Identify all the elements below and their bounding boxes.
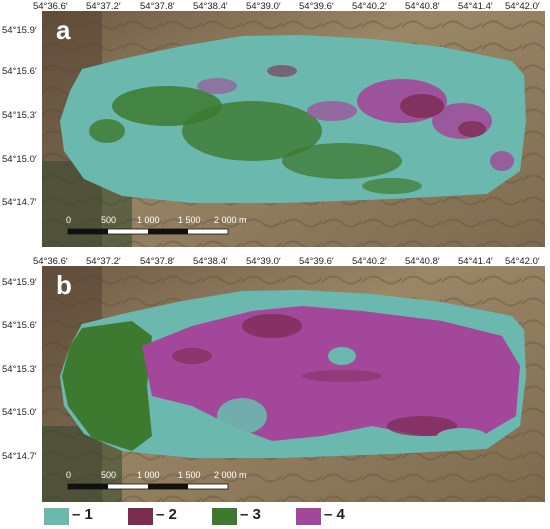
legend-label: – 2 <box>156 506 177 523</box>
class-3-patches-a <box>89 86 422 194</box>
scale-bar-a <box>67 228 229 235</box>
lon-label: 54°41.4′ <box>458 256 493 267</box>
lat-label: 54°15.3′ <box>2 110 37 121</box>
scale-label: 2 000 m <box>214 470 247 480</box>
lon-label: 54°37.2′ <box>86 256 121 267</box>
legend-swatch <box>212 508 237 525</box>
lat-label: 54°15.0′ <box>2 407 37 418</box>
lon-label: 54°42.0′ <box>505 256 540 267</box>
lon-label: 54°40.2′ <box>352 1 387 12</box>
scale-label: 1 500 <box>178 215 201 225</box>
scale-label: 0 <box>66 470 72 480</box>
lon-label: 54°42.0′ <box>505 1 540 12</box>
legend-label: – 3 <box>240 506 261 523</box>
class-2-patches-a <box>267 65 486 137</box>
lon-label: 54°39.0′ <box>246 1 281 12</box>
legend-swatch <box>296 508 321 525</box>
legend-label: – 4 <box>324 506 345 523</box>
class-3-region-b <box>62 321 152 451</box>
lon-label: 54°40.8′ <box>405 256 440 267</box>
lon-label: 54°36.6′ <box>33 256 68 267</box>
scale-label: 0 <box>66 215 72 225</box>
lat-label: 54°14.7′ <box>2 197 37 208</box>
class-2-patches-b <box>172 314 457 436</box>
lon-label: 54°37.8′ <box>140 1 175 12</box>
lon-label: 54°37.2′ <box>86 1 121 12</box>
legend-label: – 1 <box>72 506 93 523</box>
lon-label: 54°37.8′ <box>140 256 175 267</box>
scale-bar-b <box>67 483 229 490</box>
lon-label: 54°41.4′ <box>458 1 493 12</box>
lat-label: 54°15.3′ <box>2 364 37 375</box>
lon-label: 54°39.0′ <box>246 256 281 267</box>
lon-label: 54°38.4′ <box>193 1 228 12</box>
lon-label: 54°39.6′ <box>299 256 334 267</box>
lat-label: 54°15.6′ <box>2 320 37 331</box>
scale-label: 1 500 <box>178 470 201 480</box>
scale-label: 500 <box>101 215 117 225</box>
map-b-svg <box>42 266 545 502</box>
panel-label-b: b <box>56 270 72 300</box>
legend-swatch <box>44 508 69 525</box>
lat-label: 54°14.7′ <box>2 451 37 462</box>
scale-label: 1 000 <box>137 215 160 225</box>
lat-label: 54°15.9′ <box>2 25 37 36</box>
map-panel-b: b 0 500 1 000 1 500 2 000 m <box>42 266 545 502</box>
legend: – 1 – 2 – 3 – 4 <box>0 503 550 527</box>
map-panel-a: a 0 500 1 000 1 500 2 000 m <box>42 11 545 247</box>
lat-label: 54°15.9′ <box>2 277 37 288</box>
legend-swatch <box>128 508 153 525</box>
scale-label: 1 000 <box>137 470 160 480</box>
scale-label: 500 <box>101 470 117 480</box>
lat-label: 54°15.0′ <box>2 154 37 165</box>
lat-label: 54°15.6′ <box>2 66 37 77</box>
lon-label: 54°38.4′ <box>193 256 228 267</box>
panel-label-a: a <box>56 15 71 45</box>
map-a-svg <box>42 11 545 247</box>
class-1-openings-b <box>217 347 487 444</box>
scale-label: 2 000 m <box>214 215 247 225</box>
lon-label: 54°40.8′ <box>405 1 440 12</box>
lon-label: 54°40.2′ <box>352 256 387 267</box>
lon-label: 54°39.6′ <box>299 1 334 12</box>
lon-label: 54°36.6′ <box>33 1 68 12</box>
